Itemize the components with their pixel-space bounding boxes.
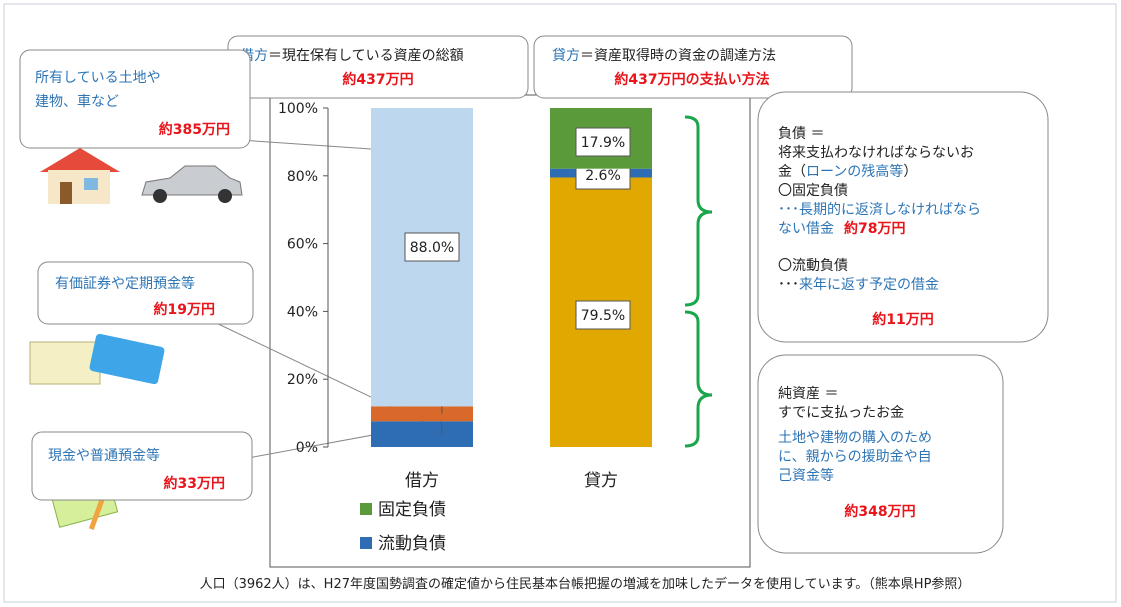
y-tick-label: 60%	[287, 237, 318, 253]
text: 土地や建物の購入のため	[778, 430, 932, 446]
amount: 約33万円	[164, 475, 225, 492]
text: ローンの残高等	[806, 163, 903, 180]
amount: 約11万円	[872, 311, 933, 328]
text: 来年に返す予定の借金	[799, 277, 939, 293]
footer: 人口（3962人）は、H27年度国勢調査の確定値から住民基本台帳把握の増減を加味…	[200, 576, 971, 592]
data-label: 79.5%	[581, 308, 625, 324]
text: 金（	[778, 164, 806, 180]
infographic: 借方＝現在保有している資産の総額 約437万円 貸方＝資産取得時の資金の調達方法…	[0, 0, 1121, 607]
text: ･･･	[778, 277, 799, 293]
y-tick-label: 0%	[296, 440, 318, 456]
net-assets-callout: 純資産 ＝ すでに支払ったお金 土地や建物の購入のため に、親からの援助金や自 …	[758, 355, 1003, 553]
text: 〇固定負債	[778, 183, 848, 199]
callout-text: 貸方＝資産取得時の資金の調達方法	[552, 47, 776, 64]
y-tick-label: 80%	[287, 169, 318, 185]
text: ない借金	[778, 221, 834, 237]
debit-callout: 借方＝現在保有している資産の総額 約437万円	[228, 36, 528, 98]
x-tick-label: 貸方	[584, 471, 618, 491]
amount: 約437万円	[342, 71, 413, 88]
y-tick-label: 100%	[278, 101, 318, 117]
text: 己資金等	[778, 467, 834, 484]
text: 現金や普通預金等	[48, 447, 160, 464]
text: に、親からの援助金や自	[778, 449, 932, 465]
legend-label: 固定負債	[378, 500, 446, 520]
desc: ＝現在保有している資産の総額	[268, 48, 464, 64]
credit-callout: 貸方＝資産取得時の資金の調達方法 約437万円の支払い方法	[534, 36, 852, 98]
bar-segment	[371, 406, 473, 421]
desc: ＝資産取得時の資金の調達方法	[580, 47, 776, 64]
text: 純資産 ＝	[778, 386, 838, 402]
chart-area	[270, 95, 750, 567]
y-tick-label: 40%	[287, 304, 318, 320]
x-tick-label: 借方	[405, 471, 439, 491]
y-tick-label: 20%	[287, 372, 318, 388]
amount: 約348万円	[844, 503, 915, 520]
term: 貸方	[552, 48, 580, 64]
text: 有価証券や定期預金等	[55, 275, 195, 292]
data-label: 17.9%	[581, 135, 625, 151]
amount: 約78万円	[844, 220, 905, 237]
legend-swatch	[360, 537, 372, 549]
text: すでに支払ったお金	[778, 405, 904, 421]
data-label: 88.0%	[410, 240, 454, 256]
text: ･･･長期的に返済しなければなら	[778, 202, 981, 218]
amount: 約437万円の支払い方法	[614, 71, 769, 88]
text: 負債 ＝	[778, 126, 824, 142]
bar-segment	[371, 421, 473, 447]
text: 〇流動負債	[778, 258, 848, 274]
amount: 約19万円	[154, 301, 215, 318]
text: ）	[903, 164, 917, 180]
page: {"chart_data":{"type":"stacked_bar", "ca…	[0, 0, 1121, 607]
data-label: 2.6%	[585, 168, 621, 184]
text: ･･･来年に返す予定の借金	[778, 277, 939, 293]
line: 建物、車など	[35, 93, 119, 110]
securities-callout: 有価証券や定期預金等 約19万円	[38, 262, 253, 324]
liabilities-callout: 負債 ＝ 将来支払わなければならないお 金（ローンの残高等） 〇固定負債 ･･･…	[758, 92, 1048, 342]
amount: 約385万円	[159, 121, 230, 138]
cash-callout: 現金や普通預金等 約33万円	[32, 432, 252, 500]
callout-text: 借方＝現在保有している資産の総額	[240, 48, 464, 64]
text: 金（ローンの残高等）	[778, 163, 917, 180]
line: 所有している土地や	[35, 70, 161, 86]
legend-label: 流動負債	[378, 534, 446, 554]
text: 将来支払わなければならないお	[778, 145, 974, 161]
legend-swatch	[360, 503, 372, 515]
property-callout: 所有している土地や 建物、車など 約385万円	[20, 50, 250, 148]
